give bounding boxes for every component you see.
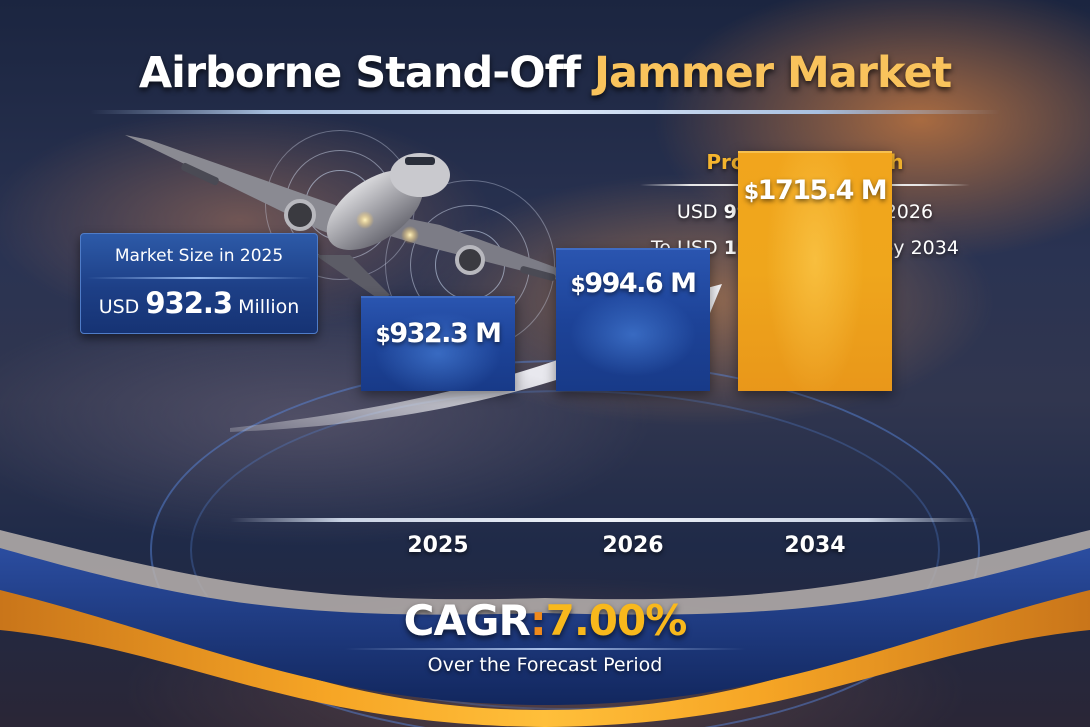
cagr-label: CAGR bbox=[403, 596, 531, 645]
growth-line2-suffix: by 2034 bbox=[875, 237, 959, 259]
page-title: Airborne Stand-Off Jammer Market bbox=[0, 48, 1090, 98]
bar-value-label: $1715.4 M bbox=[738, 175, 892, 206]
cagr-subtitle: Over the Forecast Period bbox=[427, 654, 663, 676]
bar-value: 932.3 M bbox=[389, 318, 502, 349]
cagr-value: CAGR:7.00% bbox=[0, 596, 1090, 645]
cagr-divider bbox=[345, 648, 745, 650]
bar-chart: $932.3 M $994.6 M $1715.4 M 2025 2026 20… bbox=[230, 151, 980, 558]
market-size-box: Market Size in 2025 USD 932.3 Million bbox=[80, 233, 318, 334]
market-size-value: USD 932.3 Million bbox=[81, 286, 317, 320]
title-accent: Jammer Market bbox=[594, 48, 952, 98]
jammer-aircraft-icon bbox=[125, 135, 598, 300]
growth-line1-prefix: USD bbox=[676, 201, 724, 223]
bar-2026: $994.6 M bbox=[556, 248, 710, 391]
market-size-number: 932.3 bbox=[145, 286, 233, 320]
market-size-prefix: USD bbox=[98, 296, 140, 318]
market-size-label: Market Size in 2025 bbox=[114, 246, 284, 266]
bar-value-label: $994.6 M bbox=[556, 268, 710, 299]
cagr-ribbon bbox=[0, 530, 1090, 727]
bar-value: 1715.4 M bbox=[757, 175, 888, 206]
currency-symbol: $ bbox=[743, 180, 759, 205]
title-divider bbox=[90, 110, 1000, 114]
bar-2025: $932.3 M bbox=[361, 296, 515, 391]
cagr-percent: 7.00% bbox=[545, 596, 688, 645]
title-main: Airborne Stand-Off bbox=[138, 48, 595, 98]
x-axis-label-2025: 2025 bbox=[407, 533, 469, 558]
bar-2034: $1715.4 M bbox=[738, 151, 892, 391]
radar-ring-decoration bbox=[190, 390, 940, 710]
currency-symbol: $ bbox=[570, 273, 586, 298]
currency-symbol: $ bbox=[375, 323, 391, 348]
market-size-unit: Million bbox=[238, 296, 300, 318]
bar-value-label: $932.3 M bbox=[361, 318, 515, 349]
x-axis-label-2034: 2034 bbox=[784, 533, 846, 558]
cagr-colon: : bbox=[529, 596, 547, 645]
bar-value: 994.6 M bbox=[584, 268, 697, 299]
chart-baseline bbox=[230, 518, 980, 522]
market-size-divider bbox=[87, 277, 311, 279]
x-axis-label-2026: 2026 bbox=[602, 533, 664, 558]
